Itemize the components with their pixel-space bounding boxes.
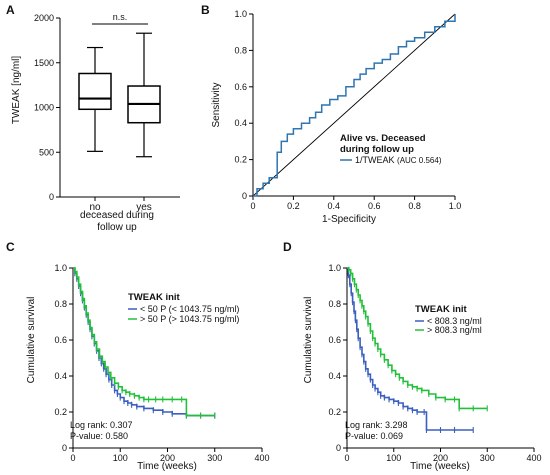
chart-b-y-tick-label: 0.4 <box>234 118 247 128</box>
chart-c-legend-entry-blue: < 50 P (< 1043.75 ng/ml) <box>140 304 239 314</box>
chart-b-legend-series-name: 1/TWEAK <box>355 155 395 165</box>
chart-b-legend-title-line2: during follow up <box>340 144 414 155</box>
chart-d-legend-entry-green: > 808.3 ng/ml <box>427 325 482 335</box>
chart-b-legend-entry: 1/TWEAK (AUC 0.564) <box>355 155 442 165</box>
chart-b-reference-line <box>252 13 456 197</box>
chart-c-x-tick-label: 200 <box>160 453 175 463</box>
chart-b-plot: 0 0.2 0.4 0.6 0.8 1.0 0 0.2 0.4 0.6 0.8 1.0 <box>234 9 461 211</box>
chart-a-category-label: no <box>89 202 101 213</box>
chart-a-y-tick-label: 500 <box>39 147 54 157</box>
chart-d-legend-title: TWEAK init <box>415 304 468 315</box>
chart-c-xlabel: Time (weeks) <box>137 461 197 472</box>
chart-b-y-tick-label: 0.8 <box>234 45 247 55</box>
chart-c-y-tick-label: 0.4 <box>54 371 67 381</box>
chart-d-x-tick-label: 300 <box>480 453 495 463</box>
chart-b-x-tick-label: 0 <box>250 201 255 211</box>
chart-d-x-tick-label: 100 <box>386 453 401 463</box>
chart-a-y-tick-label: 0 <box>49 192 54 202</box>
chart-c-x-tick-label: 0 <box>70 453 75 463</box>
chart-b-ylabel: Sensitivity <box>211 82 222 127</box>
chart-a-plot: 0 500 1000 1500 2000 no yes <box>34 13 180 213</box>
chart-b-x-tick-label: 0.6 <box>368 201 381 211</box>
chart-b-roc-curve <box>253 14 456 197</box>
chart-b-y-tick-label: 0 <box>242 191 247 201</box>
chart-a-category-label: yes <box>136 202 152 213</box>
chart-c-y-tick-label: 0.2 <box>54 407 67 417</box>
panel-label-d: D <box>283 240 292 254</box>
chart-a-y-tick-label: 2000 <box>34 13 54 23</box>
chart-a-significance-label: n.s. <box>113 12 128 22</box>
chart-c-y-tick-label: 0.8 <box>54 299 67 309</box>
chart-b-xlabel: 1-Specificity <box>322 214 376 225</box>
chart-d-legend-entry-blue: < 808.3 ng/ml <box>427 316 482 326</box>
chart-d-x-tick-label: 400 <box>526 453 541 463</box>
chart-a-xlabel-line1: deceased during <box>80 210 154 221</box>
chart-a-ylabel: TWEAK [ng/ml] <box>11 56 22 125</box>
chart-c-ylabel: Cumulative survival <box>26 297 37 384</box>
chart-b-x-tick-label: 1.0 <box>449 201 462 211</box>
chart-b-y-tick-label: 0.2 <box>234 155 247 165</box>
chart-d-y-tick-label: 0 <box>336 443 341 453</box>
chart-c-x-tick-label: 300 <box>207 453 222 463</box>
chart-d-y-tick-label: 1.0 <box>328 263 341 273</box>
chart-d-y-tick-label: 0.8 <box>328 299 341 309</box>
panel-label-c: C <box>6 240 15 254</box>
chart-d-pvalue: P-value: 0.069 <box>345 431 403 441</box>
chart-c-x-tick-label: 100 <box>113 453 128 463</box>
chart-b-y-tick-label: 1.0 <box>234 9 247 19</box>
chart-c-y-tick-label: 0 <box>62 443 67 453</box>
chart-b-x-tick-label: 0.8 <box>408 201 421 211</box>
chart-b-x-tick-label: 0.4 <box>328 201 341 211</box>
chart-d-km-curve-blue <box>347 267 474 431</box>
chart-b-legend-auc: (AUC 0.564) <box>397 156 442 165</box>
chart-b-x-tick-label: 0.2 <box>287 201 300 211</box>
chart-c-y-tick-label: 0.6 <box>54 335 67 345</box>
chart-c-plot: 0 100 200 300 400 0 0.2 0.4 0.6 0.8 1.0 <box>54 263 269 463</box>
chart-d-x-tick-label: 0 <box>344 453 349 463</box>
chart-c-x-tick-label: 400 <box>254 453 269 463</box>
chart-d-ylabel: Cumulative survival <box>303 297 314 384</box>
chart-d-xlabel: Time (weeks) <box>410 461 470 472</box>
chart-d-x-tick-label: 200 <box>433 453 448 463</box>
chart-b-legend-title-line1: Alive vs. Deceased <box>340 133 426 144</box>
chart-c-logrank: Log rank: 0.307 <box>70 420 133 430</box>
chart-d-logrank: Log rank: 3.298 <box>345 420 408 430</box>
chart-a-box <box>78 72 112 111</box>
chart-a-y-tick-label: 1500 <box>34 58 54 68</box>
chart-d-y-tick-label: 0.4 <box>328 371 341 381</box>
chart-c-legend-title: TWEAK init <box>128 292 181 303</box>
chart-a-xlabel-line2: follow up <box>97 222 137 233</box>
panel-label-b: B <box>201 3 210 17</box>
chart-d-y-tick-label: 0.6 <box>328 335 341 345</box>
chart-d-plot: 0 100 200 300 400 0 0.2 0.4 0.6 0.8 1.0 <box>328 263 541 463</box>
panel-label-a: A <box>6 3 15 17</box>
chart-a-y-tick-label: 1000 <box>34 103 54 113</box>
chart-d-y-tick-label: 0.2 <box>328 407 341 417</box>
chart-c-y-tick-label: 1.0 <box>54 263 67 273</box>
chart-c-pvalue: P-value: 0.580 <box>70 431 128 441</box>
chart-c-legend-entry-green: > 50 P (> 1043.75 ng/ml) <box>140 314 239 324</box>
chart-b-y-tick-label: 0.6 <box>234 82 247 92</box>
